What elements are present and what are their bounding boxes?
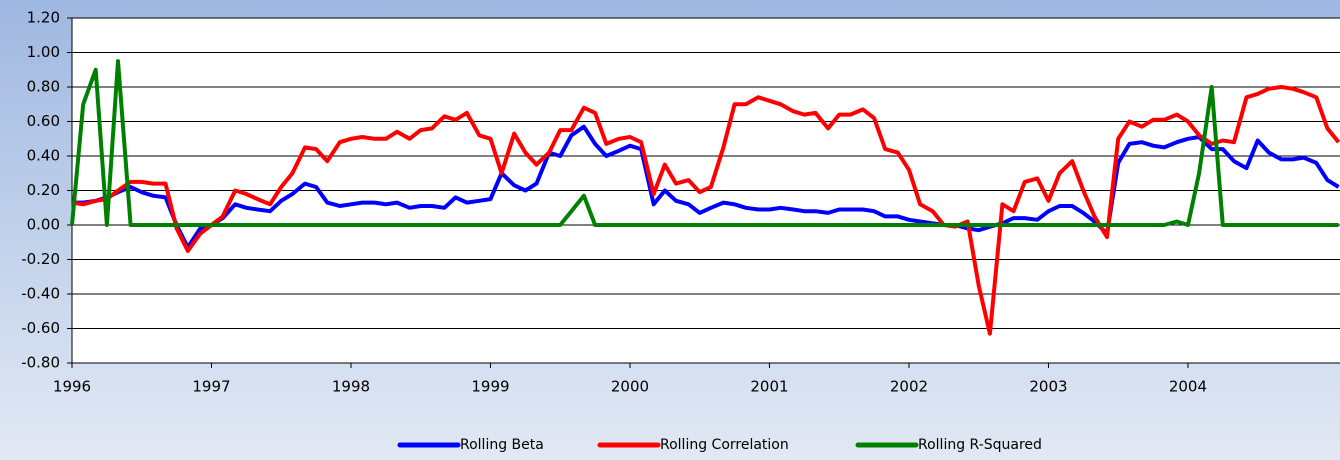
x-tick-label: 2001 — [750, 378, 788, 396]
y-tick-label: 1.20 — [27, 9, 60, 27]
x-tick-label: 2004 — [1169, 378, 1207, 396]
y-tick-label: -0.20 — [21, 250, 60, 268]
legend-label: Rolling Correlation — [660, 437, 789, 453]
series-line — [72, 124, 1340, 250]
x-tick-label: 1997 — [192, 378, 230, 396]
y-tick-label: -0.80 — [21, 354, 60, 372]
y-tick-label: -0.40 — [21, 285, 60, 303]
y-tick-label: 0.80 — [27, 78, 60, 96]
x-tick-label: 1998 — [332, 378, 370, 396]
x-tick-label: 2000 — [611, 378, 649, 396]
y-tick-label: -0.60 — [21, 319, 60, 337]
y-tick-label: 0.40 — [27, 147, 60, 165]
legend: Rolling Beta Rolling Correlation Rolling R… — [397, 437, 1042, 453]
y-tick-label: 0.00 — [27, 216, 60, 234]
series-line — [71, 85, 1340, 336]
legend-label: Rolling R-Squared — [918, 437, 1042, 453]
x-tick-label: 2003 — [1029, 378, 1067, 396]
series-line — [70, 59, 1339, 227]
x-tick-label: 1999 — [471, 378, 509, 396]
legend-label: Rolling Beta — [460, 437, 544, 453]
x-tick-label: 2002 — [890, 378, 928, 396]
y-tick-label: 0.20 — [27, 181, 60, 199]
y-tick-label: 1.00 — [27, 43, 60, 61]
y-tick-label: 0.60 — [27, 112, 60, 130]
x-tick-label: 1996 — [53, 378, 91, 396]
